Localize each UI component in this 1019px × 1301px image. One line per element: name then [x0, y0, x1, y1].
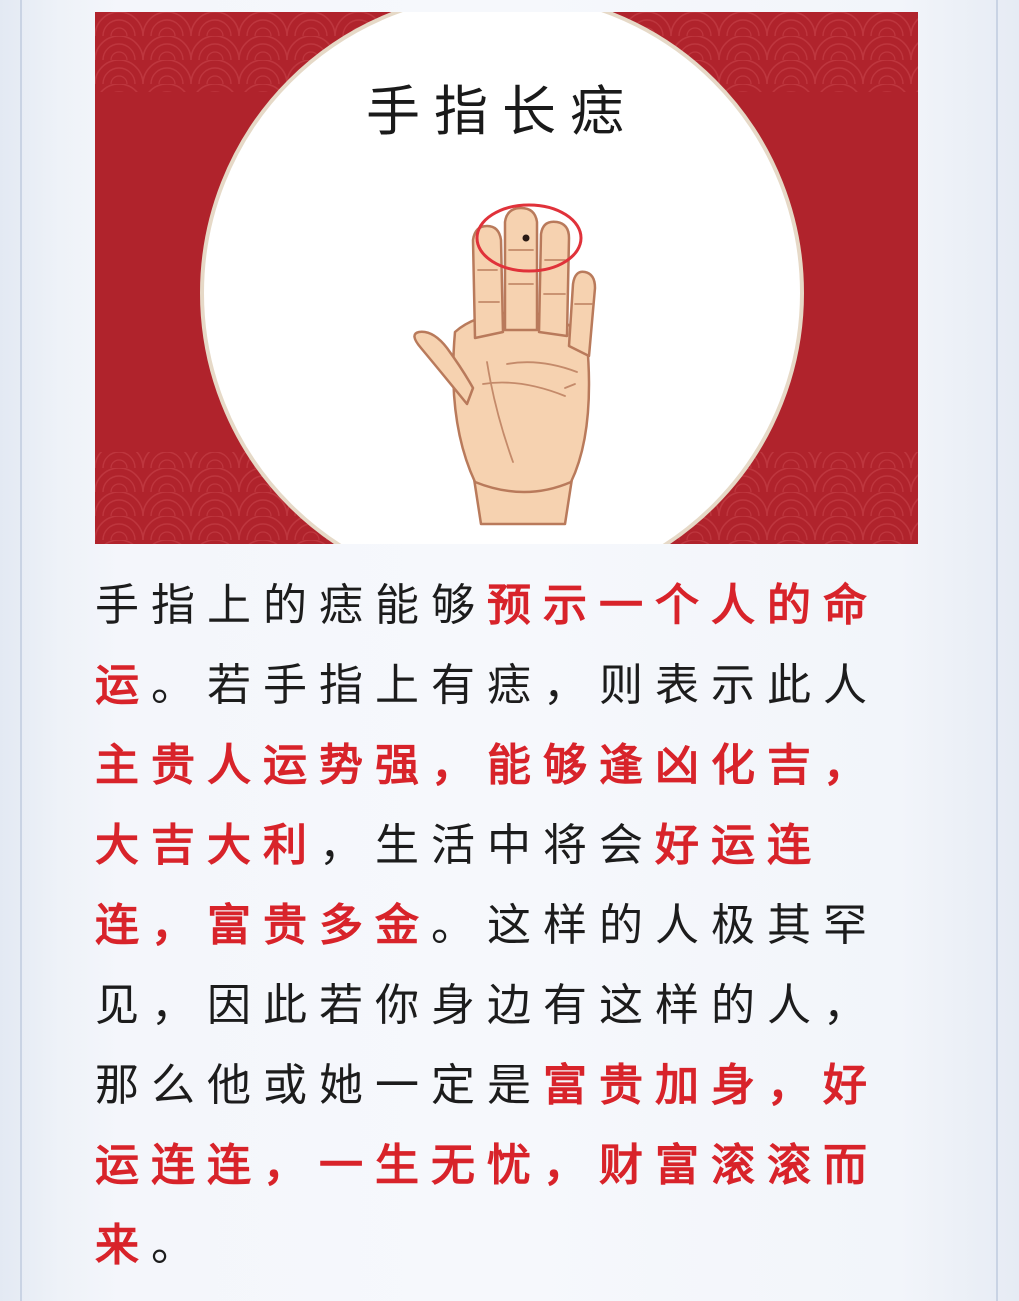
highlight-segment: 富贵加身，好运连连，一生无忧，财富滚滚而来: [95, 1060, 879, 1271]
illustration-title: 手指长痣: [366, 80, 638, 143]
text-segment: 。: [151, 1220, 207, 1271]
highlight-segment: 好运连连，富贵多金: [95, 820, 823, 951]
left-frame-line: [20, 0, 22, 1301]
finger-mole-illustration: 手指长痣: [95, 12, 918, 544]
article-paragraph: 手指上的痣能够预示一个人的命运。若手指上有痣，则表示此人主贵人运势强，能够逢凶化…: [95, 566, 925, 1286]
text-segment: 。若手指上有痣，则表示此人: [151, 660, 879, 711]
right-frame-line: [996, 0, 998, 1301]
highlight-segment: 主贵人运势强，能够逢凶化吉，大吉大利: [95, 740, 879, 871]
text-segment: 。这样的人极其罕见，因此若你身边有这样的人，那么他或她一定是: [95, 900, 879, 1111]
text-segment: 手指上的痣能够: [95, 580, 487, 631]
text-segment: ，生活中将会: [319, 820, 655, 871]
palm-with-mole-icon: 手指长痣: [95, 12, 918, 544]
highlight-segment: 预示一个人的命运: [95, 580, 879, 711]
